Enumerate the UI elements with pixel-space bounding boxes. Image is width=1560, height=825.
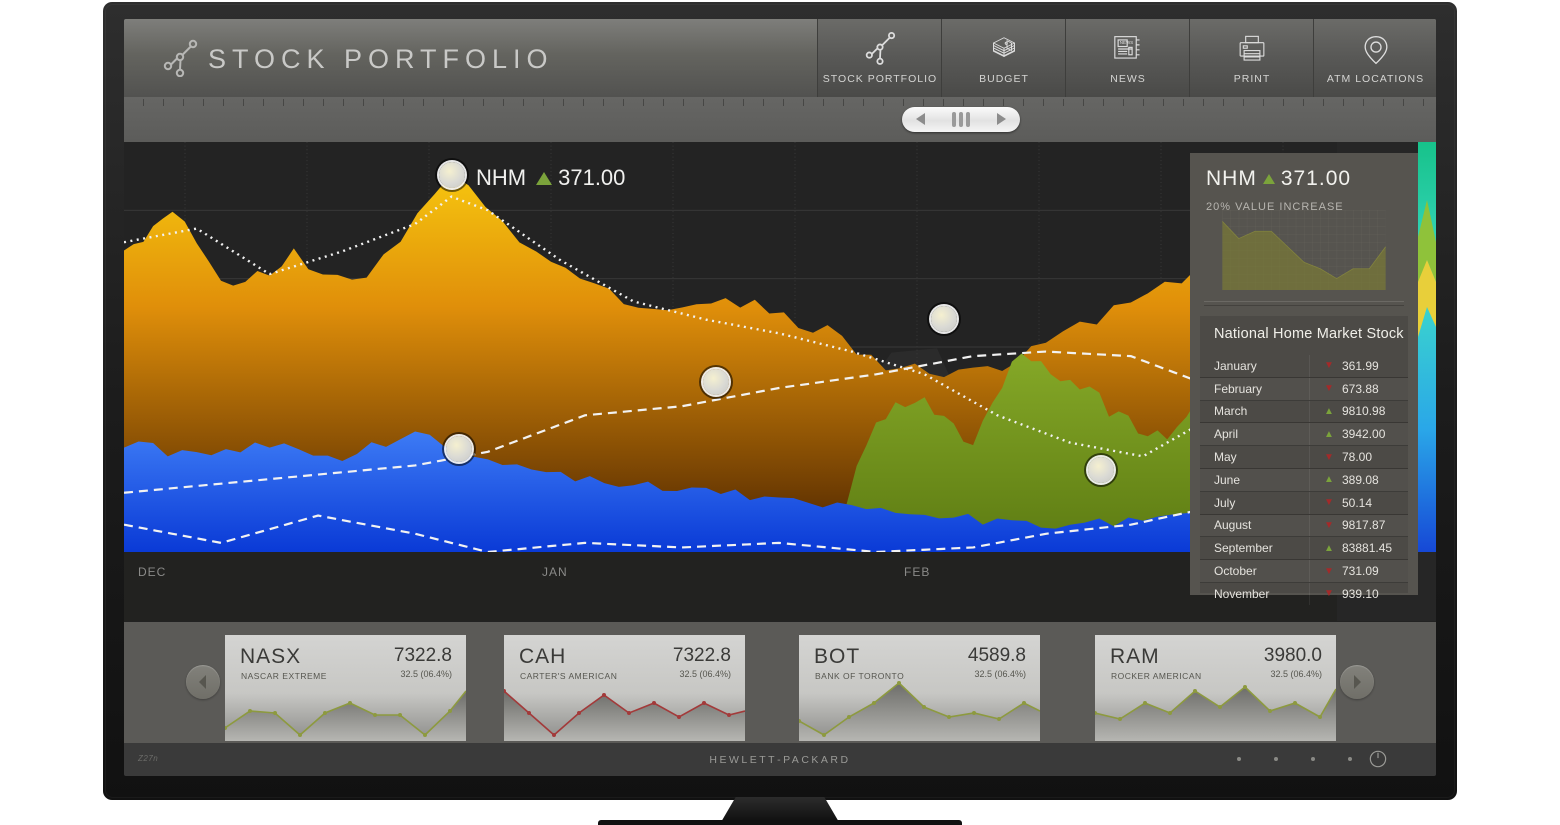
svg-text:NEWS: NEWS bbox=[1120, 40, 1134, 45]
